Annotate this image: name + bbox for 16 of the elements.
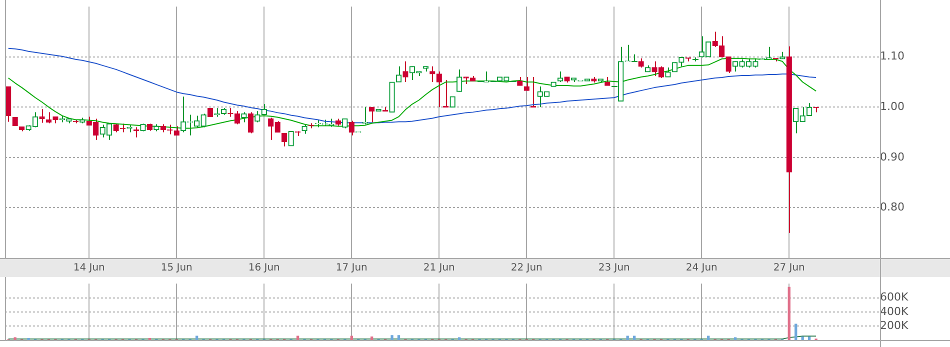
x-tick-label: 24 Jun [686,262,718,274]
x-tick-label: 15 Jun [160,262,192,274]
y-tick-label: 1.10 [880,50,904,63]
x-tick-label: 22 Jun [510,262,542,274]
y-tick-label: 0.80 [880,200,904,214]
y-tick-label: 600K [880,290,909,304]
x-tick-label: 23 Jun [598,262,630,274]
y-tick-label: 0.90 [880,150,904,164]
y-tick-label: 400K [880,304,909,318]
y-tick-label: 200K [880,319,909,332]
x-tick-label: 17 Jun [336,262,368,274]
y-tick-label: 1.00 [880,100,904,114]
x-tick-label: 21 Jun [423,262,455,274]
x-tick-label: 16 Jun [248,262,280,274]
x-tick-label: 27 Jun [773,262,805,274]
x-tick-label: 14 Jun [73,262,105,274]
